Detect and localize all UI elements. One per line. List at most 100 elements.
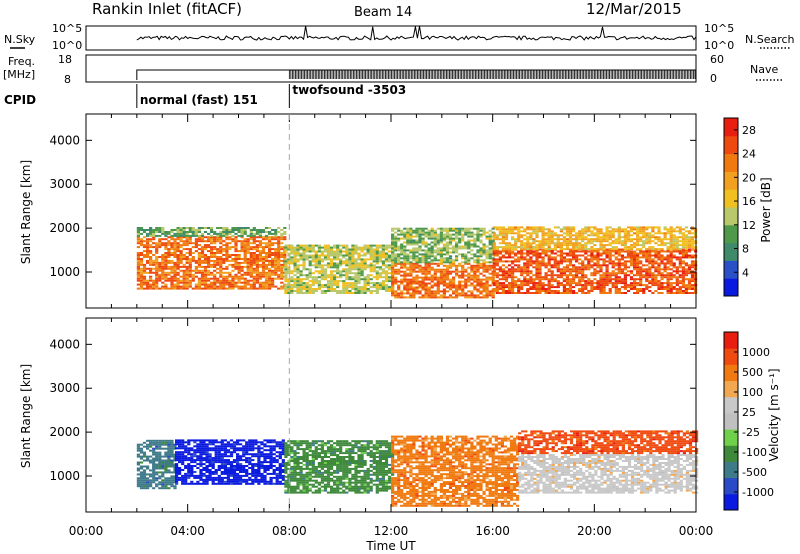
heatmap-cell xyxy=(642,230,646,233)
heatmap-cell xyxy=(351,258,355,261)
heatmap-cell xyxy=(203,265,208,268)
heatmap-cell xyxy=(185,275,189,278)
heatmap-cell xyxy=(406,253,410,256)
heatmap-cell xyxy=(520,252,524,255)
heatmap-cell xyxy=(430,286,434,289)
heatmap-cell xyxy=(179,240,183,243)
heatmap-cell xyxy=(485,268,489,271)
heatmap-cell xyxy=(430,294,434,297)
heatmap-cell xyxy=(258,244,262,247)
heatmap-cell xyxy=(203,227,208,229)
heatmap-cell xyxy=(207,236,211,239)
heatmap-cell xyxy=(690,266,695,269)
heatmap-cell xyxy=(243,261,247,264)
heatmap-cell xyxy=(485,284,489,287)
heatmap-cell xyxy=(538,266,542,269)
heatmap-cell xyxy=(136,242,140,245)
heatmap-cell xyxy=(427,272,431,275)
heatmap-cell xyxy=(207,263,211,266)
heatmap-cell xyxy=(529,238,533,241)
heatmap-cell xyxy=(470,274,474,277)
colorbar-tick-label: 4 xyxy=(742,266,749,279)
heatmap-cell xyxy=(394,290,398,293)
heatmap-cell xyxy=(394,270,398,273)
heatmap-cell xyxy=(264,256,269,258)
heatmap-cell xyxy=(372,250,376,253)
heatmap-cell xyxy=(687,244,692,247)
heatmap-cell xyxy=(283,236,287,239)
heatmap-cell xyxy=(191,277,195,280)
heatmap-cell xyxy=(476,249,480,252)
heatmap-cell xyxy=(139,261,144,264)
heatmap-cell xyxy=(252,275,256,278)
heatmap-cell xyxy=(314,290,318,292)
heatmap-cell xyxy=(629,254,634,257)
heatmap-cell xyxy=(476,280,480,283)
heatmap-cell xyxy=(461,266,465,269)
heatmap-cell xyxy=(421,229,425,232)
heatmap-cell xyxy=(584,236,588,239)
heatmap-cell xyxy=(363,284,367,287)
heatmap-cell xyxy=(400,280,404,283)
heatmap-cell xyxy=(455,245,459,248)
heatmap-cell xyxy=(299,284,303,287)
heatmap-cell xyxy=(590,266,594,269)
heatmap-cell xyxy=(464,282,468,285)
heatmap-cell xyxy=(568,270,573,273)
heatmap-cell xyxy=(203,271,208,274)
heatmap-cell xyxy=(360,250,364,253)
heatmap-cell xyxy=(149,461,153,464)
heatmap-cell xyxy=(348,272,352,275)
heatmap-cell xyxy=(136,234,140,237)
heatmap-cell xyxy=(255,277,259,280)
heatmap-cell xyxy=(418,261,422,264)
heatmap-cell xyxy=(439,235,443,238)
heatmap-cell xyxy=(397,294,401,297)
heatmap-cell xyxy=(219,258,223,260)
heatmap-cell xyxy=(442,274,446,277)
colorbar-segment xyxy=(724,153,738,172)
heatmap-cell xyxy=(464,241,468,244)
heatmap-cell xyxy=(467,296,471,299)
heatmap-cell xyxy=(326,244,331,247)
heatmap-cell xyxy=(559,256,563,259)
heatmap-cell xyxy=(461,227,465,230)
heatmap-cell xyxy=(507,284,512,287)
heatmap-cell xyxy=(556,280,560,283)
heatmap-cell xyxy=(433,278,437,281)
heatmap-cell xyxy=(210,240,214,243)
heatmap-cell xyxy=(651,280,655,283)
heatmap-cell xyxy=(240,287,244,290)
heatmap-cell xyxy=(210,265,214,268)
heatmap-cell xyxy=(507,290,512,292)
heatmap-cell xyxy=(532,226,536,229)
heatmap-cell xyxy=(620,286,624,289)
heatmap-cell xyxy=(345,252,349,255)
heatmap-cell xyxy=(231,277,235,280)
heatmap-cell xyxy=(155,248,159,251)
heatmap-cell xyxy=(620,256,624,259)
heatmap-cell xyxy=(249,254,253,256)
heatmap-cell xyxy=(185,261,189,264)
heatmap-cell xyxy=(302,246,306,249)
heatmap-cell xyxy=(283,254,287,256)
heatmap-cell xyxy=(448,227,453,230)
heatmap-cell xyxy=(568,262,573,265)
heatmap-cell xyxy=(197,248,201,251)
heatmap-cell xyxy=(258,234,262,237)
heatmap-cell xyxy=(498,266,502,269)
heatmap-cell xyxy=(296,248,300,251)
heatmap-cell xyxy=(498,286,502,289)
heatmap-cell xyxy=(139,283,144,286)
heatmap-cell xyxy=(602,244,606,247)
heatmap-cell xyxy=(394,272,398,275)
heatmap-cell xyxy=(507,276,512,279)
heatmap-cell xyxy=(152,246,156,249)
heatmap-cell xyxy=(173,229,177,231)
heatmap-cell xyxy=(547,262,551,265)
heatmap-cell xyxy=(397,270,401,273)
heatmap-cell xyxy=(433,239,437,242)
heatmap-cell xyxy=(430,280,434,283)
heatmap-cell xyxy=(617,266,621,269)
heatmap-cell xyxy=(532,228,536,231)
